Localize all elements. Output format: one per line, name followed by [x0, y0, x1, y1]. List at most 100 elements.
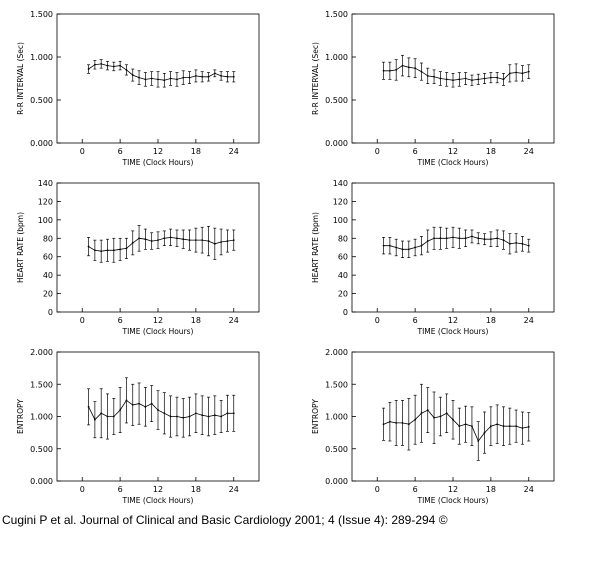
x-tick-label: 0	[80, 485, 85, 494]
data-point	[388, 420, 391, 423]
x-tick-label: 12	[153, 147, 163, 156]
data-point	[169, 77, 172, 80]
data-point	[163, 412, 166, 415]
data-point	[464, 423, 467, 426]
data-point	[401, 64, 404, 67]
data-point	[87, 405, 90, 408]
data-point	[125, 69, 128, 71]
data-point	[502, 425, 505, 428]
x-tick-label: 12	[153, 316, 163, 325]
x-axis-label: TIME (Clock Hours)	[122, 327, 194, 336]
x-axis-label: TIME (Clock Hours)	[122, 496, 194, 505]
figure: 0.000 0.500 1.000 1.500 0 6 12 18 24 TIME (Clock …	[16, 10, 555, 505]
data-point	[169, 236, 172, 239]
y-tick-label: 120	[38, 197, 53, 206]
x-tick-label: 24	[524, 485, 534, 494]
y-axis-label: ENTROPY	[16, 399, 25, 434]
data-point	[458, 237, 461, 240]
data-point	[439, 77, 442, 80]
data-point	[106, 64, 109, 67]
y-tick-label: 140	[333, 179, 348, 188]
data-point	[157, 409, 159, 411]
x-tick-label: 18	[191, 485, 201, 494]
data-point	[508, 242, 511, 245]
data-point	[420, 244, 423, 247]
data-point	[489, 238, 492, 241]
x-tick-label: 12	[448, 147, 458, 156]
x-axis-label: TIME (Clock Hours)	[122, 158, 194, 167]
data-point	[445, 237, 448, 240]
data-point	[439, 237, 442, 240]
data-point	[232, 412, 235, 415]
y-tick-label: 1.000	[30, 53, 53, 62]
data-point	[100, 250, 103, 253]
series-line	[383, 65, 529, 81]
data-point	[100, 62, 103, 65]
data-point	[213, 414, 216, 417]
x-tick-label: 0	[80, 316, 85, 325]
data-point	[401, 248, 404, 251]
data-point	[414, 418, 417, 421]
data-point	[169, 415, 172, 418]
data-point	[138, 402, 140, 405]
data-point	[176, 237, 178, 240]
data-point	[521, 72, 524, 75]
data-point	[125, 247, 128, 250]
y-tick-label: 0.500	[30, 445, 53, 454]
data-point	[445, 412, 448, 415]
data-point	[439, 415, 442, 418]
x-tick-label: 6	[413, 147, 418, 156]
data-point	[458, 425, 461, 428]
data-point	[176, 415, 178, 418]
data-point	[188, 415, 191, 418]
series-line	[88, 236, 234, 252]
y-tick-label: 0.000	[30, 477, 53, 486]
data-point	[201, 239, 204, 242]
data-point	[521, 427, 524, 430]
data-point	[106, 249, 109, 252]
data-point	[433, 237, 435, 240]
data-point	[508, 72, 511, 75]
data-point	[87, 245, 90, 248]
data-point	[527, 70, 530, 73]
x-tick-label: 12	[448, 316, 458, 325]
x-tick-label: 6	[413, 316, 418, 325]
x-tick-label: 0	[80, 147, 85, 156]
data-point	[502, 239, 505, 242]
data-point	[458, 78, 461, 81]
data-point	[138, 76, 140, 79]
data-point	[388, 244, 391, 247]
data-point	[157, 239, 159, 242]
series-line	[383, 235, 529, 250]
data-point	[477, 237, 480, 240]
data-point	[527, 244, 530, 247]
y-tick-label: 1.500	[30, 380, 53, 389]
y-tick-label: 100	[333, 216, 348, 225]
data-point	[489, 425, 492, 428]
data-point	[157, 78, 159, 81]
data-point	[182, 238, 185, 241]
x-tick-label: 24	[229, 316, 239, 325]
data-point	[395, 246, 398, 249]
x-tick-label: 18	[486, 147, 496, 156]
x-tick-label: 0	[375, 147, 380, 156]
y-tick-label: 0.000	[325, 139, 348, 148]
x-tick-label: 18	[191, 147, 201, 156]
series-line	[88, 63, 234, 81]
data-point	[119, 409, 122, 411]
data-point	[220, 75, 223, 77]
data-point	[163, 237, 166, 240]
chart-panel-1: 0.000 0.500 1.000 1.500 0 6 12 18 24 TIME (Clock …	[16, 10, 260, 167]
chart-panel-4: 0 20 40 60 80 100 120 140 0 6 12 18 24 TIME (Clock Ho…	[311, 179, 555, 336]
data-point	[426, 409, 429, 411]
data-point	[93, 63, 96, 66]
data-point	[144, 405, 147, 408]
data-point	[471, 425, 473, 428]
data-point	[483, 238, 486, 241]
data-point	[138, 237, 140, 240]
data-point	[188, 76, 191, 79]
data-point	[194, 239, 197, 242]
data-point	[213, 242, 216, 245]
data-point	[213, 72, 216, 75]
data-point	[420, 412, 423, 415]
